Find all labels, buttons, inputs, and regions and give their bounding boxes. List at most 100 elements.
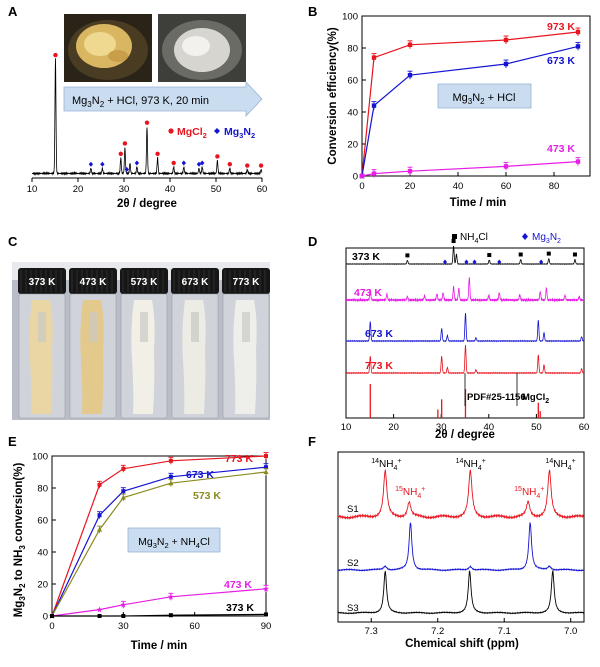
- legend-mgcl2-label: MgCl2: [177, 126, 207, 140]
- x-tick-label: 30: [436, 422, 447, 433]
- reference-sub-label: MgCl2: [522, 392, 549, 405]
- vial-473K: 473 K: [69, 268, 117, 419]
- y-tick-label: 100: [32, 452, 48, 463]
- panel-b-y-axis-label: Conversion efficiency(%): [327, 27, 339, 165]
- data-point: [168, 613, 173, 618]
- peak-annotation: 14NH4+: [371, 458, 401, 472]
- vial-powder: [131, 300, 155, 414]
- spectrum-label: S3: [347, 603, 359, 614]
- panel-a-legend: MgCl2 Mg3N2: [168, 126, 255, 140]
- panel-f-ticks: 7.3 7.2 7.1 7.0: [365, 618, 577, 637]
- x-tick-label: 40: [484, 422, 495, 433]
- mgcl2-peak-marker: [215, 154, 220, 159]
- nmr-trace-S3: [337, 569, 585, 615]
- panel-f-series: S1 S2 S3: [337, 469, 585, 615]
- mg3n2-peak-marker: [539, 259, 544, 265]
- x-tick-label: 20: [73, 184, 84, 195]
- panel-label-d: D: [308, 234, 317, 249]
- x-tick-label: 30: [118, 621, 129, 632]
- mg3n2-peak-marker: [464, 259, 469, 265]
- mg3n2-peak-marker: [100, 161, 105, 167]
- x-tick-label: 0: [359, 181, 364, 192]
- panel-b-plot-frame: [361, 15, 591, 177]
- y-tick-label: 80: [347, 44, 358, 55]
- data-point: [120, 494, 126, 500]
- legend-mg3n2-marker: [214, 128, 220, 134]
- x-tick-label: 20: [388, 422, 399, 433]
- panel-b-x-axis-label: Time / min: [450, 197, 507, 209]
- vial-powder: [182, 300, 206, 414]
- reference-label: PDF#25-1156: [467, 392, 526, 403]
- data-point: [264, 612, 268, 617]
- panel-b-label-box-text: Mg3N2 + HCl: [452, 92, 515, 106]
- panel-e-y-axis-label: Mg3N2 to NH3 conversion(%): [13, 463, 27, 618]
- data-point: [264, 454, 268, 458]
- series-label: 373 K: [226, 602, 254, 614]
- series-label: 473 K: [354, 287, 382, 299]
- vial-cap: [120, 268, 168, 294]
- mgcl2-peak-marker: [118, 151, 123, 157]
- panel-a-x-ticks: 10 20 30 40 50 60: [27, 178, 267, 195]
- mg3n2-peak-marker: [124, 166, 129, 172]
- series-label: 373 K: [352, 251, 380, 263]
- y-tick-label: 40: [347, 108, 358, 119]
- series-trace-473K: [345, 277, 585, 303]
- panel-a-photo-yellow-powder: [64, 14, 152, 82]
- panel-e-series: 773 K 673 K 573 K 473 K 373 K: [49, 452, 269, 619]
- legend-mg3n2-marker: [522, 233, 528, 240]
- peak-annotation: 15NH4+: [395, 486, 425, 500]
- y-tick-label: 0: [43, 612, 48, 623]
- x-tick-label: 50: [531, 422, 542, 433]
- nh4cl-peak-marker: [572, 252, 577, 257]
- panel-label-c: C: [8, 234, 18, 249]
- series-line-473K: [361, 161, 579, 177]
- series-label: 773 K: [225, 453, 253, 465]
- x-tick-label: 60: [189, 621, 200, 632]
- mgcl2-peak-marker: [171, 160, 176, 166]
- vial-temperature-label: 373 K: [29, 277, 56, 288]
- panel-a-x-axis-label: 2θ / degree: [117, 198, 177, 210]
- data-point: [575, 44, 581, 49]
- data-point: [503, 37, 509, 43]
- series-label: 773 K: [365, 360, 393, 372]
- data-point: [168, 474, 173, 479]
- vial-temperature-label: 673 K: [182, 277, 209, 288]
- vial-label-sticker: [38, 312, 46, 342]
- data-point: [263, 585, 269, 592]
- panel-a-photo-white-powder: [158, 14, 246, 82]
- data-point: [97, 614, 102, 618]
- data-point: [168, 458, 173, 463]
- data-point: [120, 601, 127, 608]
- vial-powder: [29, 300, 53, 414]
- mgcl2-peak-marker: [122, 141, 128, 146]
- spectrum-label: S1: [347, 504, 359, 515]
- panel-d-legend: NH4Cl Mg3N2: [452, 232, 561, 245]
- panel-label-e: E: [8, 434, 17, 449]
- vial-label-sticker: [89, 312, 97, 342]
- data-point: [575, 29, 581, 35]
- vial-cap: [171, 268, 219, 294]
- panel-a-xrd-trace: [32, 58, 263, 176]
- mgcl2-peak-marker: [53, 52, 58, 58]
- mgcl2-peak-marker: [258, 163, 264, 168]
- panel-c-vials-photo: 373 K 473 K 573 K 673 K 773 K: [12, 262, 270, 420]
- series-label: 673 K: [186, 469, 214, 481]
- x-tick-label: 60: [579, 422, 590, 433]
- mg3n2-peak-marker: [134, 160, 140, 166]
- series-line-673K: [361, 45, 579, 177]
- series-label: 473 K: [547, 143, 575, 155]
- data-point: [167, 593, 174, 600]
- series-trace-673K: [345, 312, 585, 343]
- x-tick-label: 7.3: [365, 626, 378, 637]
- mgcl2-peak-marker: [245, 163, 250, 168]
- x-tick-label: 20: [405, 181, 416, 192]
- data-point: [359, 173, 365, 179]
- data-point: [575, 159, 581, 164]
- series-label: 973 K: [547, 21, 575, 33]
- panel-a-banner-text: Mg3N2 + HCl, 973 K, 20 min: [72, 95, 209, 109]
- nh4cl-peak-marker: [405, 253, 410, 258]
- vial-powder: [80, 300, 104, 414]
- legend-nh4cl-label: NH4Cl: [460, 232, 488, 245]
